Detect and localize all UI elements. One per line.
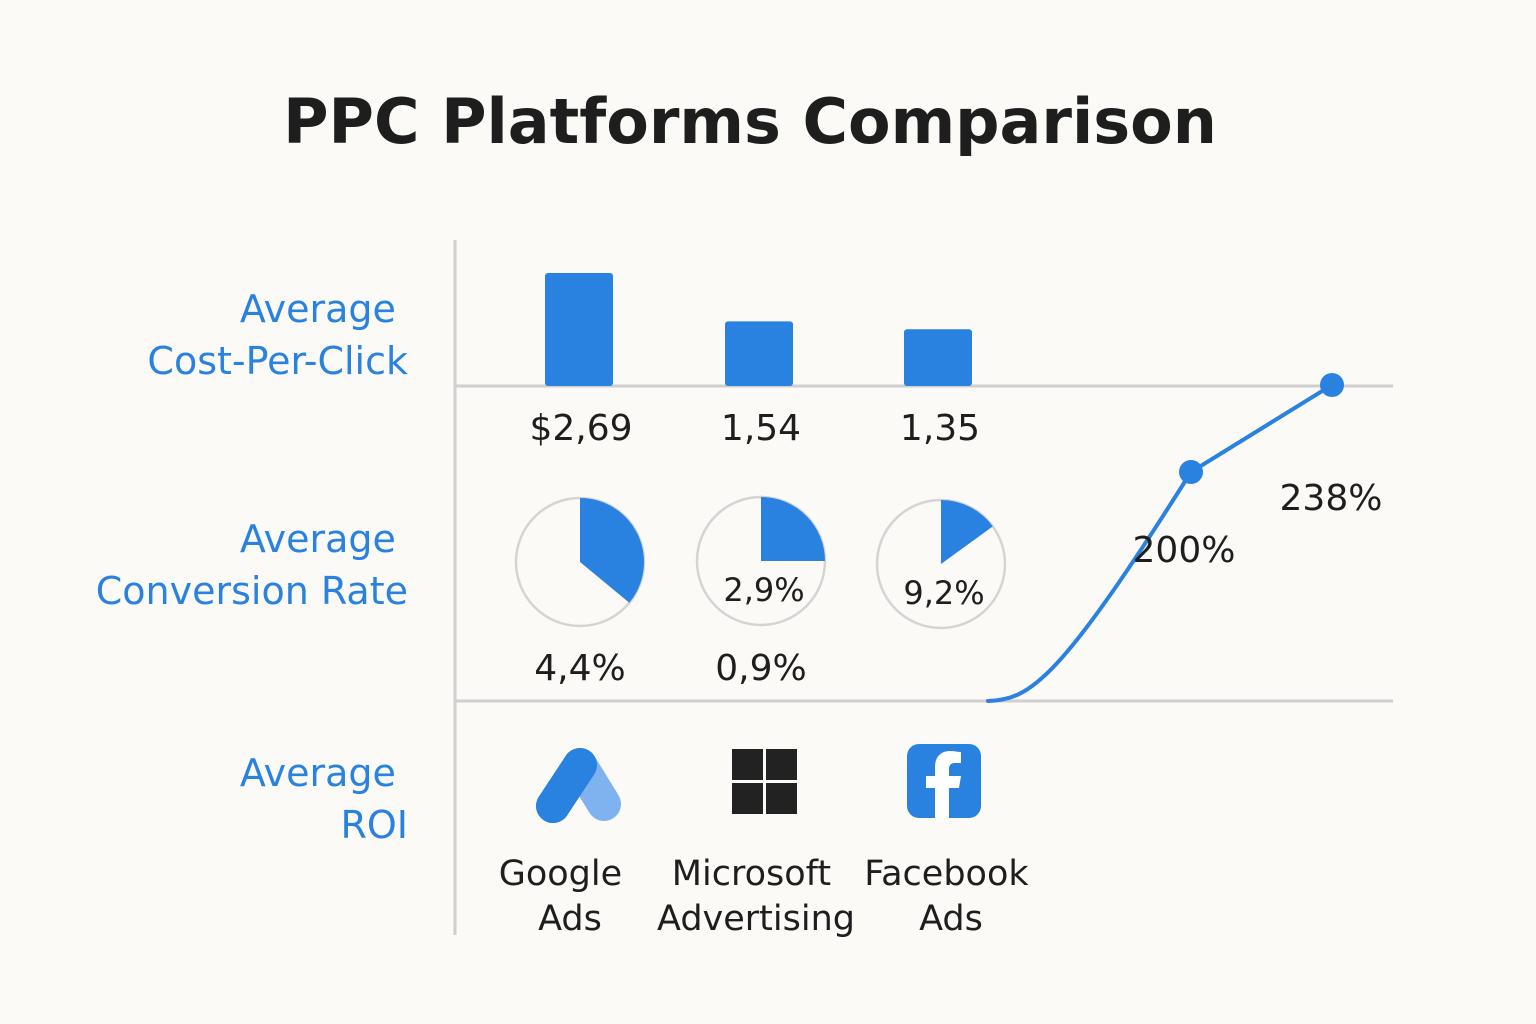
chart-title: PPC Platforms Comparison — [283, 85, 1217, 158]
conversion-pie-slice — [761, 497, 825, 561]
cpc-bar — [725, 321, 793, 386]
roi-point-label: 238% — [1280, 478, 1383, 519]
platform-name-google-ads: Google Ads — [499, 854, 634, 939]
row-label-conversion: Average Conversion Rate — [96, 517, 408, 613]
row-label-cpc-line2: Cost-Per-Click — [147, 339, 408, 383]
row-label-conversion-line2: Conversion Rate — [96, 569, 408, 613]
facebook-icon — [907, 744, 981, 818]
row-label-cpc: Average Cost-Per-Click — [147, 287, 408, 383]
platform-name-google-ads-line1: Google — [499, 854, 622, 894]
platform-name-facebook-line2: Ads — [919, 899, 983, 939]
cpc-value-label: 1,54 — [721, 408, 801, 449]
roi-point — [1320, 372, 1344, 397]
cpc-bar — [904, 329, 972, 386]
row-label-cpc-line1: Average — [240, 287, 396, 331]
row-label-roi-line2: ROI — [340, 803, 408, 847]
cpc-bar — [545, 273, 613, 386]
conversion-inner-label: 2,9% — [723, 571, 804, 609]
platform-name-microsoft-advertising: Microsoft Advertising — [657, 854, 855, 939]
conversion-pie-slice — [580, 498, 644, 603]
roi-trend-line — [986, 382, 1334, 703]
cpc-bars: $2,69 1,54 1,35 — [529, 273, 980, 449]
row-label-conversion-line1: Average — [240, 517, 396, 561]
roi-line: 200% 238% — [986, 372, 1383, 703]
cpc-value-label: 1,35 — [900, 408, 980, 449]
platform-name-microsoft-line2: Advertising — [657, 899, 855, 939]
roi-point-label: 200% — [1133, 530, 1236, 571]
platform-name-microsoft-line1: Microsoft — [672, 854, 831, 894]
conversion-pies: 4,4% 2,9% 0,9% 9,2% — [514, 495, 1007, 689]
conversion-below-label: 0,9% — [715, 648, 806, 689]
platform-name-facebook-line1: Facebook — [864, 854, 1029, 894]
conversion-below-label: 4,4% — [534, 648, 625, 689]
microsoft-logo-icon — [732, 749, 797, 814]
google-ads-icon — [536, 748, 621, 823]
conversion-pie-slice — [941, 500, 993, 564]
roi-point — [1179, 460, 1203, 484]
conversion-inner-label: 9,2% — [903, 574, 984, 612]
row-label-roi: Average ROI — [240, 751, 408, 847]
platform-name-facebook-ads: Facebook Ads — [864, 854, 1040, 939]
cpc-value-label: $2,69 — [529, 408, 632, 449]
row-label-roi-line1: Average — [240, 751, 396, 795]
platform-name-google-ads-line2: Ads — [538, 899, 602, 939]
